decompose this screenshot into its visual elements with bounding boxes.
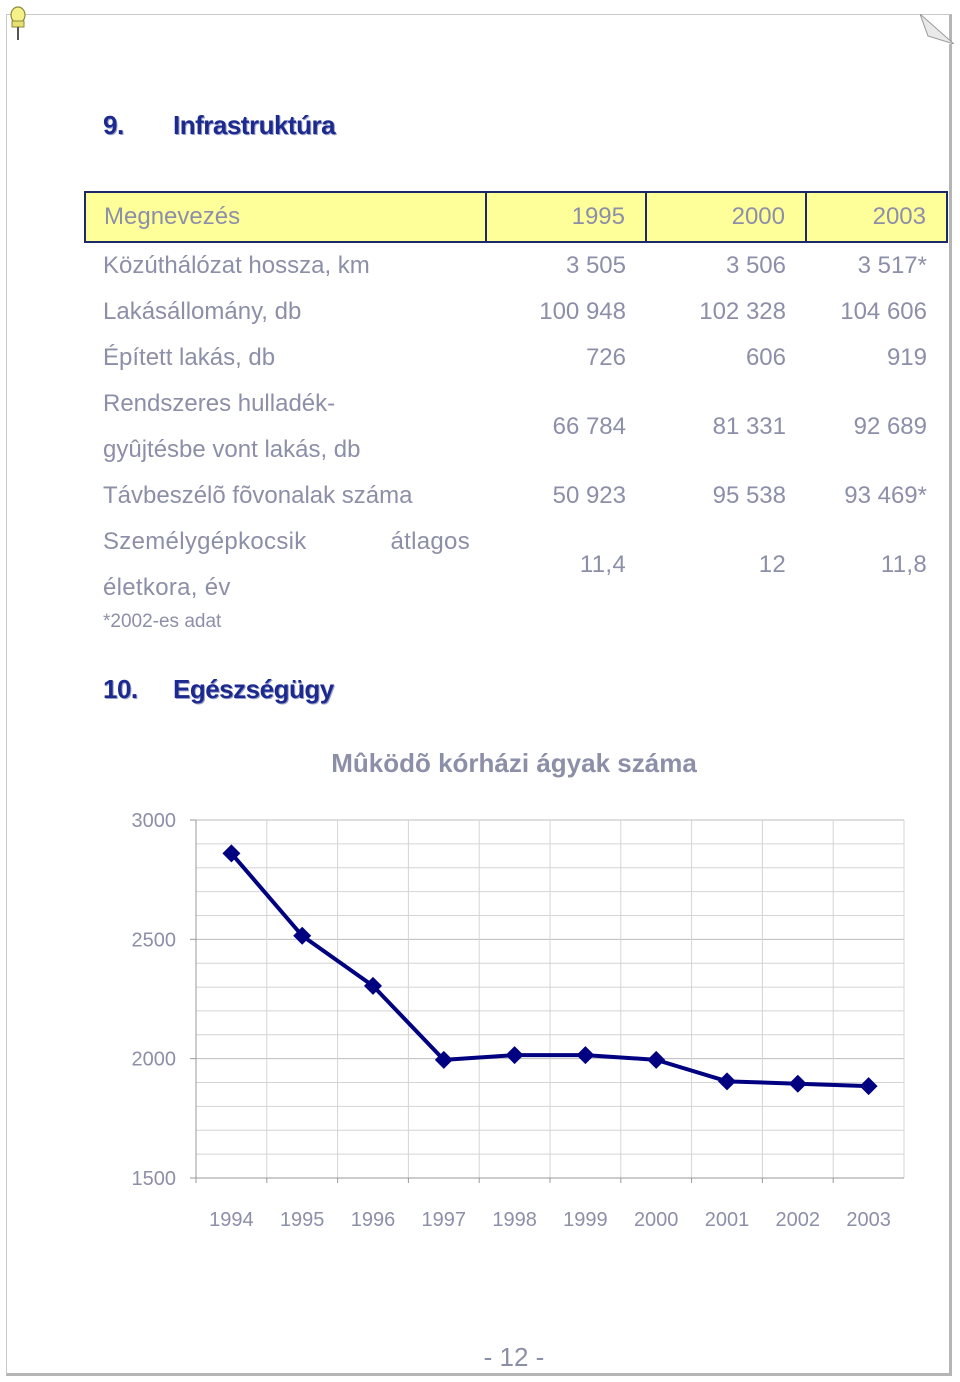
row-label-word: átlagos — [390, 528, 470, 555]
x-tick-label: 2000 — [634, 1209, 679, 1231]
y-tick-label: 2000 — [132, 1049, 177, 1071]
x-tick-label: 1997 — [422, 1209, 467, 1231]
x-tick-label: 2001 — [705, 1209, 750, 1231]
chart-title: Mûködõ kórházi ágyak száma — [331, 748, 697, 778]
x-tick-label: 1999 — [563, 1209, 608, 1231]
table-cell: 919 — [886, 344, 927, 371]
infrastructure-table: Megnevezés 1995 2000 2003 Közúthálózat h… — [84, 191, 948, 611]
table-row: Távbeszélõ fõvonalak száma 50 923 95 538… — [85, 473, 947, 519]
row-label: Távbeszélõ fõvonalak száma — [103, 482, 413, 509]
table-cell: 50 923 — [552, 482, 626, 509]
data-point-marker — [788, 1074, 807, 1093]
row-label-line: Rendszeres hulladék- — [103, 390, 336, 417]
table-cell: 93 469* — [844, 482, 927, 509]
table-row: Közúthálózat hossza, km 3 505 3 506 3 51… — [85, 242, 947, 289]
table-cell: 3 506 — [725, 252, 786, 279]
x-tick-label: 1996 — [351, 1209, 396, 1231]
section-title-health: 10. Egészségügy — [103, 674, 334, 705]
data-point-marker — [293, 926, 312, 945]
column-header: Megnevezés — [84, 191, 487, 243]
data-point-marker — [505, 1046, 524, 1065]
pushpin-icon[interactable] — [6, 6, 30, 42]
y-tick-label: 2500 — [132, 929, 177, 951]
row-label-line: gyûjtésbe vont lakás, db — [103, 436, 361, 463]
row-label: Személygépkocsik átlagos életkora, év — [85, 519, 486, 611]
section-title-infrastructure: 9. Infrastruktúra — [103, 110, 336, 141]
table-cell: 11,4 — [579, 551, 626, 578]
row-label: Rendszeres hulladék- gyûjtésbe vont laká… — [85, 381, 486, 473]
table-cell: 3 505 — [565, 252, 626, 279]
table-row: Épített lakás, db 726 606 919 — [85, 335, 947, 381]
table-cell: 66 784 — [552, 413, 626, 440]
x-tick-label: 2002 — [776, 1209, 821, 1231]
table-cell: 3 517* — [857, 252, 927, 279]
data-point-marker — [859, 1077, 878, 1096]
table-row: Rendszeres hulladék- gyûjtésbe vont laká… — [85, 381, 947, 473]
x-tick-label: 1994 — [209, 1209, 254, 1231]
table-cell: 12 — [758, 551, 786, 578]
table-footnote: *2002-es adat — [103, 611, 222, 632]
table-row: Személygépkocsik átlagos életkora, év 11… — [85, 519, 947, 611]
table-cell: 100 948 — [539, 298, 626, 325]
table-cell: 95 538 — [712, 482, 786, 509]
data-point-marker — [718, 1072, 736, 1091]
table-cell: 102 328 — [699, 298, 786, 325]
data-point-marker — [222, 844, 241, 863]
section-heading: Infrastruktúra — [173, 110, 336, 140]
x-tick-label: 2003 — [846, 1209, 891, 1231]
row-label: Lakásállomány, db — [103, 298, 302, 325]
row-label-line: Személygépkocsik átlagos — [103, 519, 486, 565]
page-curl-icon — [920, 14, 954, 44]
column-header: 2003 — [805, 191, 948, 243]
x-tick-label: 1998 — [492, 1209, 537, 1231]
series-line — [229, 852, 869, 1089]
table-row: Lakásállomány, db 100 948 102 328 104 60… — [85, 289, 947, 335]
section-number: 10. — [103, 674, 138, 704]
data-point-marker — [576, 1046, 595, 1065]
y-tick-label: 3000 — [132, 810, 177, 832]
y-tick-label: 1500 — [132, 1168, 177, 1190]
table-cell: 81 331 — [712, 413, 786, 440]
data-point-marker — [647, 1050, 666, 1069]
table-cell: 726 — [585, 344, 626, 371]
column-header: 1995 — [485, 191, 647, 243]
x-tick-label: 1995 — [280, 1209, 325, 1231]
data-point-marker — [364, 976, 382, 995]
table-header-row: Megnevezés 1995 2000 2003 — [84, 191, 948, 243]
table-cell: 104 606 — [840, 298, 927, 325]
table-cell: 606 — [745, 344, 786, 371]
row-label: Épített lakás, db — [103, 344, 276, 371]
page-number: - 12 - — [483, 1342, 545, 1372]
row-label-line: életkora, év — [103, 574, 231, 601]
table-cell: 92 689 — [853, 413, 927, 440]
row-label-word: Személygépkocsik — [103, 528, 307, 555]
table-cell: 11,8 — [880, 551, 927, 578]
column-header: 2000 — [645, 191, 807, 243]
row-label: Közúthálózat hossza, km — [103, 252, 370, 279]
data-point-marker — [434, 1050, 453, 1069]
section-number: 9. — [103, 110, 124, 140]
section-heading: Egészségügy — [173, 674, 334, 704]
